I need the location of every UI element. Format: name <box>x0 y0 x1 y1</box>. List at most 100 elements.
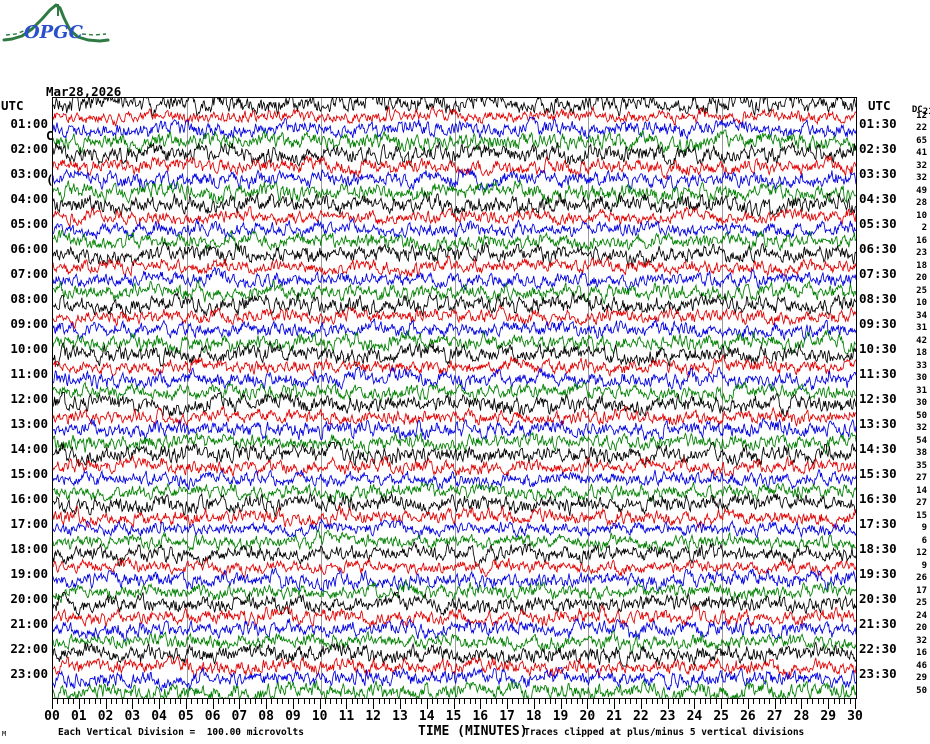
hour-label-left-1900: 19:00 <box>10 566 48 581</box>
tick-minor-2-3 <box>122 698 123 704</box>
tick-minor-10-1 <box>325 698 326 704</box>
tick-minor-11-1 <box>352 698 353 704</box>
helicorder-plot <box>52 97 857 699</box>
dc-first-value: 21 <box>922 107 930 117</box>
tick-major-18 <box>534 698 535 709</box>
hour-label-right-0630: 06:30 <box>859 241 897 256</box>
tick-major-29 <box>828 698 829 709</box>
tick-minor-15-2 <box>464 698 465 704</box>
hour-label-left-1000: 10:00 <box>10 341 48 356</box>
tick-minor-0-4 <box>73 698 74 704</box>
tick-minor-21-3 <box>630 698 631 704</box>
tick-minor-17-4 <box>528 698 529 704</box>
hour-label-left-0400: 04:00 <box>10 191 48 206</box>
hour-label-left-0200: 02:00 <box>10 141 48 156</box>
dc-value-row-39: 17 <box>916 585 927 596</box>
trace-0730 <box>53 279 856 305</box>
tick-minor-5-4 <box>207 698 208 704</box>
tick-minor-25-4 <box>743 698 744 704</box>
hour-label-left-1100: 11:00 <box>10 366 48 381</box>
tick-minor-29-3 <box>844 698 845 704</box>
hour-label-left-0800: 08:00 <box>10 291 48 306</box>
tick-minor-8-2 <box>277 698 278 704</box>
trace-0200 <box>53 140 856 168</box>
x-tick-label-05: 05 <box>178 709 194 724</box>
tick-minor-17-1 <box>512 698 513 704</box>
trace-1800 <box>53 541 856 567</box>
tick-minor-18-3 <box>550 698 551 704</box>
trace-0300 <box>53 167 856 192</box>
trace-0430 <box>53 205 856 228</box>
trace-2230 <box>53 655 856 680</box>
hour-label-right-1530: 15:30 <box>859 466 897 481</box>
trace-2330 <box>53 678 856 698</box>
hour-label-right-0230: 02:30 <box>859 141 897 156</box>
tick-minor-14-4 <box>448 698 449 704</box>
hour-label-right-1930: 19:30 <box>859 566 897 581</box>
tick-minor-21-4 <box>636 698 637 704</box>
x-tick-label-18: 18 <box>525 709 542 724</box>
x-tick-label-16: 16 <box>472 709 489 724</box>
trace-1900 <box>53 566 856 592</box>
tick-minor-16-4 <box>502 698 503 704</box>
tick-minor-17-3 <box>523 698 524 704</box>
dc-value-row-27: 54 <box>916 435 927 446</box>
tick-minor-18-1 <box>539 698 540 704</box>
x-tick-label-27: 27 <box>766 709 783 724</box>
hour-label-right-2330: 23:30 <box>859 666 897 681</box>
tick-minor-9-2 <box>304 698 305 704</box>
tick-minor-23-1 <box>673 698 674 704</box>
tick-minor-25-2 <box>732 698 733 704</box>
dc-value-row-7: 49 <box>916 185 927 196</box>
tick-minor-4-2 <box>170 698 171 704</box>
tick-minor-23-3 <box>684 698 685 704</box>
hour-label-left-1800: 18:00 <box>10 541 48 556</box>
header-date: Mar28,2026 <box>46 84 122 100</box>
trace-0000 <box>53 98 856 118</box>
trace-2000 <box>53 591 856 618</box>
tick-minor-0-2 <box>63 698 64 704</box>
tick-minor-14-2 <box>437 698 438 704</box>
tick-major-10 <box>320 698 321 709</box>
dc-value-row-38: 26 <box>916 573 927 584</box>
x-tick-label-13: 13 <box>392 709 408 724</box>
tick-minor-21-1 <box>619 698 620 704</box>
trace-2030 <box>53 603 856 629</box>
tick-major-2 <box>106 698 107 709</box>
x-tick-label-25: 25 <box>713 709 729 724</box>
tick-minor-12-4 <box>395 698 396 704</box>
hour-label-left-0500: 05:00 <box>10 216 48 231</box>
x-tick-label-00: 00 <box>44 709 60 724</box>
dc-value-row-17: 34 <box>916 310 927 321</box>
dc-value-row-4: 41 <box>916 148 927 159</box>
tick-major-1 <box>79 698 80 709</box>
tick-major-4 <box>159 698 160 709</box>
trace-1330 <box>53 431 856 455</box>
tick-minor-22-4 <box>662 698 663 704</box>
tick-minor-26-4 <box>769 698 770 704</box>
dc-value-row-33: 15 <box>916 510 927 521</box>
tick-major-11 <box>346 698 347 709</box>
hour-label-right-0430: 04:30 <box>859 191 897 206</box>
tick-major-8 <box>266 698 267 709</box>
tick-minor-28-2 <box>812 698 813 704</box>
tick-minor-19-2 <box>571 698 572 704</box>
dc-value-row-31: 14 <box>916 485 927 496</box>
tick-minor-24-4 <box>716 698 717 704</box>
hour-label-right-1130: 11:30 <box>859 366 897 381</box>
dc-value-row-42: 20 <box>916 623 927 634</box>
tick-major-12 <box>373 698 374 709</box>
tick-minor-8-4 <box>288 698 289 704</box>
tick-minor-4-4 <box>180 698 181 704</box>
seismic-traces <box>53 98 856 698</box>
hour-label-right-0330: 03:30 <box>859 166 897 181</box>
x-tick-label-30: 30 <box>847 709 863 724</box>
tick-minor-12-2 <box>384 698 385 704</box>
trace-0930 <box>53 329 856 355</box>
x-tick-label-26: 26 <box>740 709 756 724</box>
dc-value-row-26: 32 <box>916 423 927 434</box>
dc-value-row-11: 16 <box>916 235 927 246</box>
tick-major-3 <box>132 698 133 709</box>
tick-major-0 <box>52 698 53 709</box>
tick-minor-1-1 <box>84 698 85 704</box>
